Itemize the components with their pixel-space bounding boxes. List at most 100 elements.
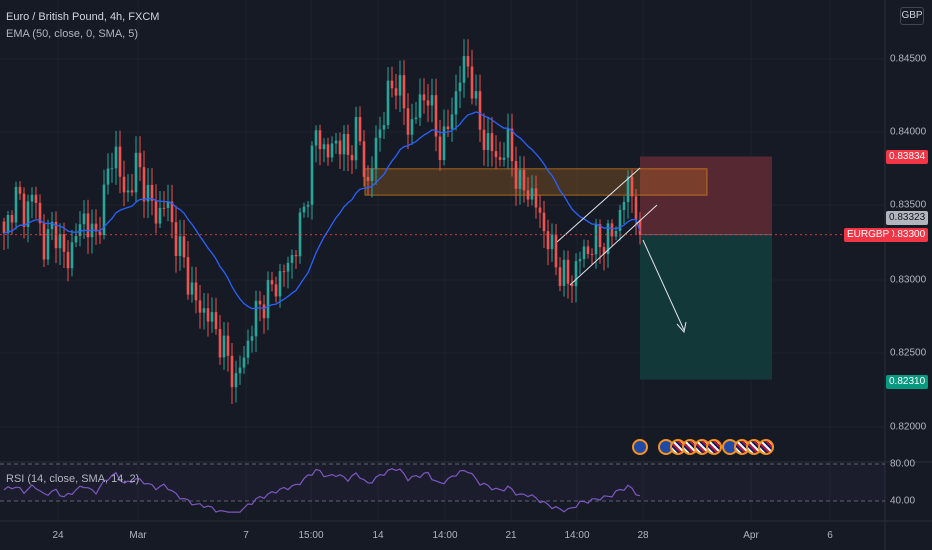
rsi-line [3,468,641,513]
candle-body [30,194,34,202]
candle-body [150,184,154,201]
take-profit-tag: 0.82310 [886,375,929,389]
candle-body [586,246,590,255]
candle-body [326,144,330,158]
eu-flag-icon[interactable] [632,439,648,455]
candle-body [502,157,506,160]
candle-body [366,176,370,181]
candle-body [262,304,266,319]
candle-body [398,75,402,96]
candle-body [322,144,326,150]
candle-body [346,134,350,155]
candle-body [310,145,314,205]
candle-body [118,146,122,177]
candle-body [530,188,534,200]
candle-body [450,114,454,130]
candle-body [2,221,6,234]
candle-body [430,95,434,106]
candle-body [154,200,158,224]
candle-body [414,117,418,120]
candle-body [618,210,622,232]
candle-body [182,236,186,258]
candle-body [38,202,42,224]
candle-body [342,134,346,155]
candle-body [22,193,26,227]
candle-body [190,282,194,295]
candle-body [130,190,134,193]
candle-body [614,231,618,237]
candle-body [338,140,342,155]
candle-body [102,184,106,236]
candle-body [226,335,230,356]
candle-body [582,246,586,260]
candle-body [610,223,614,237]
candle-body [406,108,410,135]
time-label: 14:00 [564,530,590,541]
candle-body [250,336,254,341]
projection-arrowhead [676,321,687,334]
candle-body [302,206,306,213]
candle-body [318,130,322,150]
uk-flag-icon[interactable] [706,439,722,455]
candle-body [50,221,54,230]
candle-body [382,125,386,130]
candle-body [574,261,578,287]
candle-body [630,176,634,197]
ema-legend[interactable]: EMA (50, close, 0, SMA, 5) [6,28,139,40]
candle-body [286,262,290,272]
current-price-tag: 0.83300 [886,228,929,242]
candle-body [394,88,398,96]
candle-body [62,234,66,252]
currency-button[interactable]: GBP [900,7,924,25]
candle-body [446,126,450,130]
price-label: 0.84000 [890,126,927,138]
time-label: 7 [243,530,249,541]
candle-body [290,255,294,263]
candle-body [126,190,130,193]
candle-body [490,133,494,152]
symbol-title[interactable]: Euro / British Pound, 4h, FXCM [6,11,160,23]
candle-body [534,188,538,208]
candlestick-series [2,39,642,404]
candle-body [110,168,114,170]
candle-body [598,224,602,248]
candle-body [350,154,354,161]
candle-body [550,234,554,250]
rsi-legend[interactable]: RSI (14, close, SMA, 14, 2) [6,473,140,485]
time-label: 28 [637,530,649,541]
candle-body [134,152,138,193]
candle-body [626,176,630,203]
candle-body [362,141,366,177]
candle-body [178,236,182,256]
candle-body [258,300,262,305]
candle-body [510,128,514,162]
candle-body [86,213,90,238]
candle-body [266,280,270,319]
candle-body [566,259,570,284]
candle-body [234,373,238,388]
candle-body [82,213,86,225]
uk-flag-icon[interactable] [758,439,774,455]
rsi-band [0,464,885,501]
candle-body [242,357,246,368]
candle-body [370,168,374,181]
candle-body [494,151,498,158]
candle-body [426,100,430,106]
candle-body [410,119,414,135]
candle-body [198,300,202,313]
candle-body [66,251,70,269]
candle-body [138,152,142,168]
candle-body [94,223,98,232]
candle-body [538,207,542,213]
candle-body [254,300,258,337]
candle-body [602,247,606,255]
price-label: 0.84500 [890,53,927,65]
candle-body [282,271,286,273]
candle-body [74,235,78,243]
candle-body [122,176,126,193]
candle-body [206,308,210,322]
candle-body [274,284,278,297]
time-label: Apr [743,530,759,541]
